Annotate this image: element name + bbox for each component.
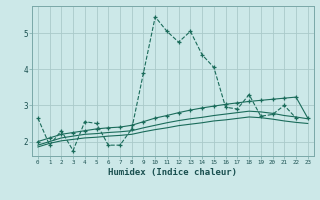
X-axis label: Humidex (Indice chaleur): Humidex (Indice chaleur): [108, 168, 237, 177]
